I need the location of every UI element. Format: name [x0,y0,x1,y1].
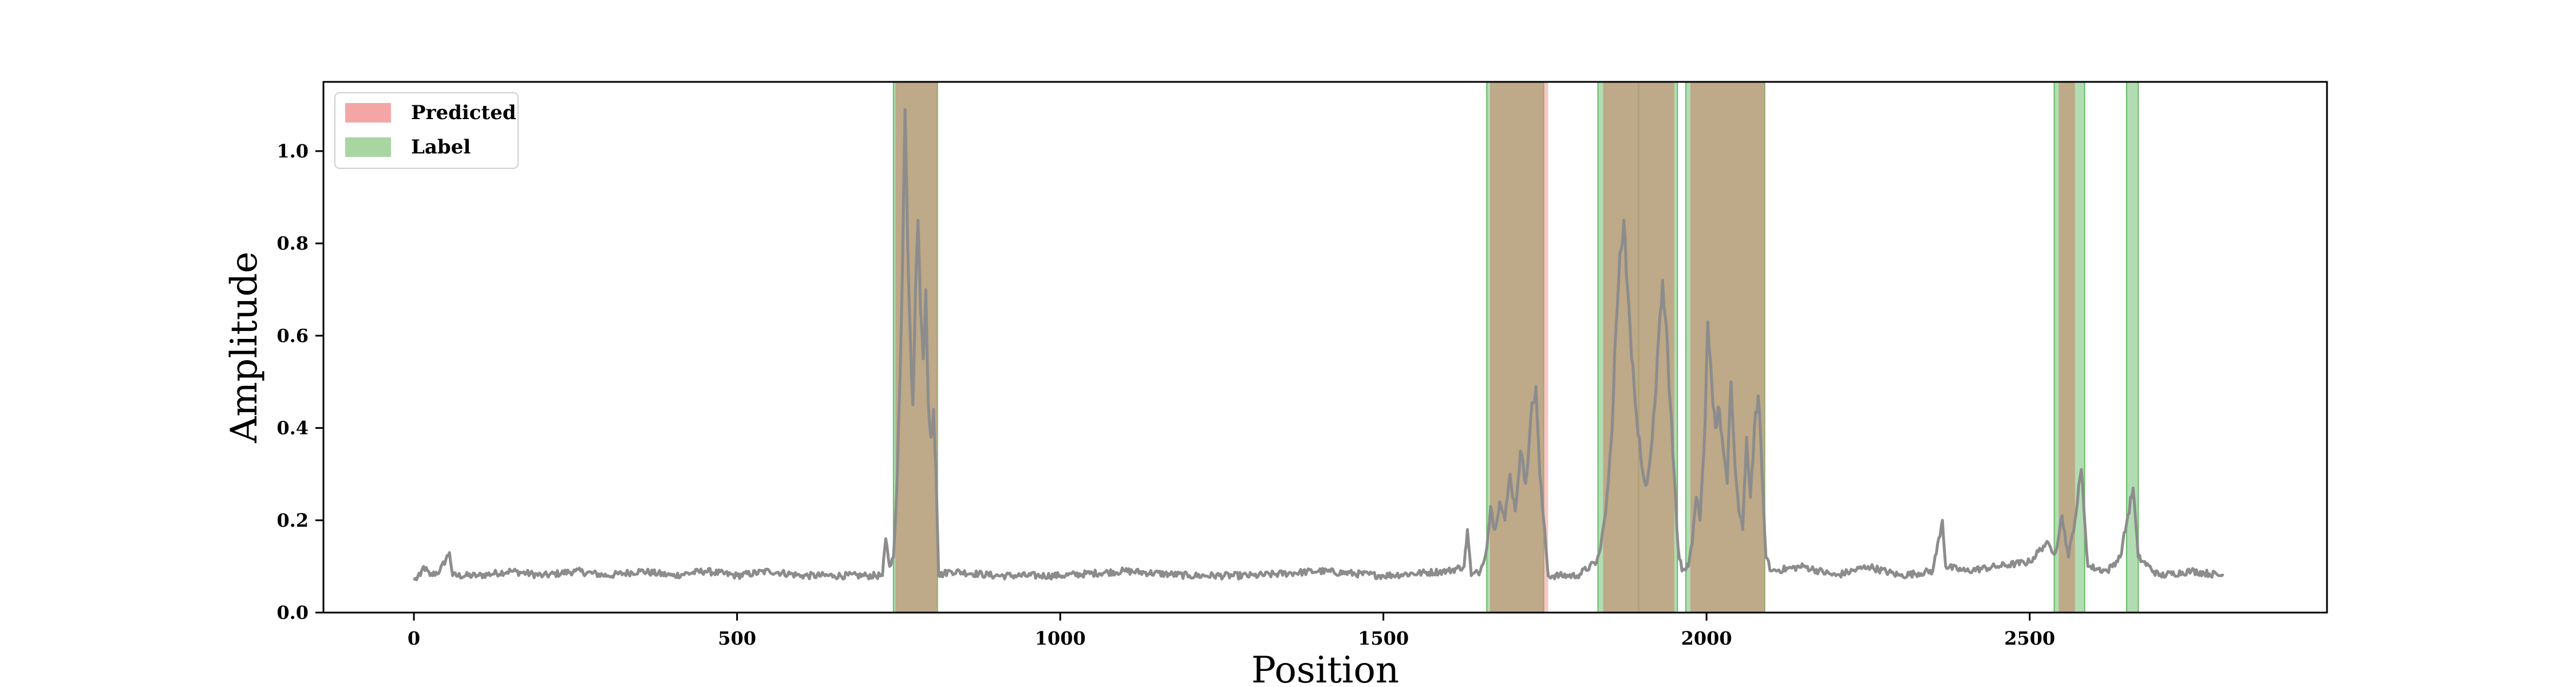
overlap-region-2-2 [1603,82,1639,613]
x-tick-label-2: 1000 [1035,627,1086,649]
legend-label-0: Predicted [411,101,516,124]
overlap-region-0-0 [895,82,938,613]
y-tick-label-1: 0.2 [276,510,309,531]
legend-swatch-1 [345,137,391,157]
x-tick-label-4: 2000 [1681,627,1732,649]
overlap-region-3-4 [1690,82,1765,613]
legend-swatch-0 [345,103,391,123]
y-tick-label-5: 1.0 [276,140,309,162]
ticks-layer: 0 500 1000 1500 2000 2500 0.0 0.2 0.4 0.6 0.8 1.0 [276,140,2055,649]
legend: Predicted Label [334,92,519,169]
x-tick-label-0: 0 [408,627,420,649]
y-tick-label-0: 0.0 [276,602,309,623]
overlap-region-1-1 [1490,82,1544,613]
x-tick-label-1: 500 [718,627,756,649]
x-tick-label-3: 1500 [1358,627,1409,649]
y-tick-label-2: 0.4 [276,417,309,439]
plot-frame [322,81,2328,614]
signal-layer [412,108,2225,582]
x-axis-title: Position [1251,649,1399,687]
signal-line [412,108,2225,582]
y-axis-title: Amplitude [223,251,266,444]
y-tick-label-3: 0.6 [276,325,309,346]
legend-label-1: Label [411,136,471,159]
y-tick-label-4: 0.8 [276,232,309,254]
x-tick-label-5: 2500 [2004,627,2055,649]
